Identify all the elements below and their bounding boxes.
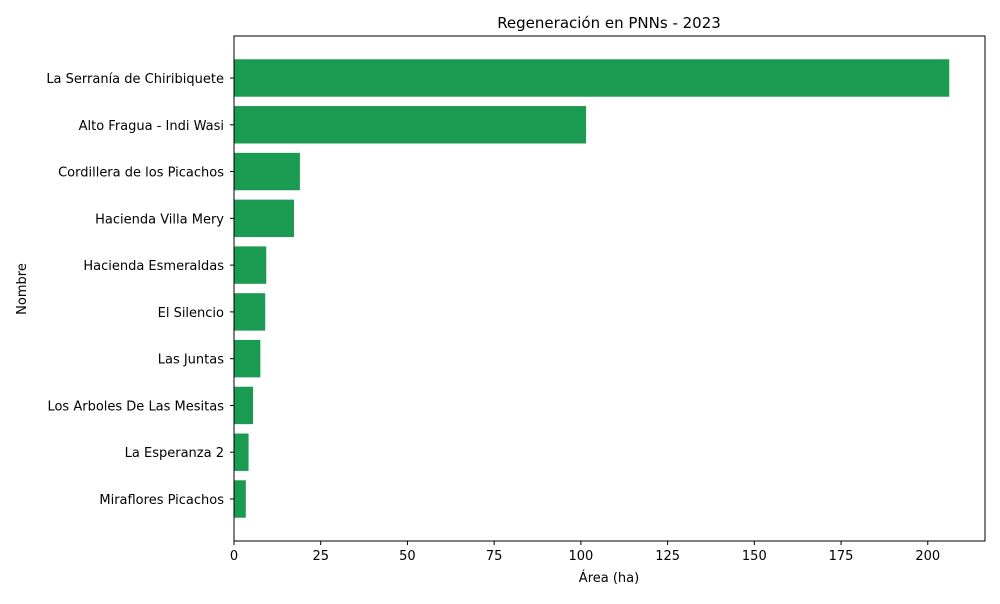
bar (234, 480, 246, 518)
plot-frame (233, 35, 986, 542)
chart-title: Regeneración en PNNs - 2023 (497, 14, 721, 32)
y-ticks-layer: La Serranía de Chiribiquete Alto Fragua -… (46, 72, 234, 508)
bar (234, 433, 249, 471)
bar (234, 246, 267, 284)
bar (234, 386, 254, 425)
bar (234, 199, 295, 238)
y-tick-label: Hacienda Esmeraldas (83, 259, 224, 274)
x-tick-label: 75 (486, 549, 503, 564)
x-tick-label: 150 (742, 549, 767, 564)
y-tick-label: Cordillera de los Picachos (58, 166, 224, 181)
y-tick-label: Miraflores Picachos (99, 493, 224, 508)
bar (234, 339, 261, 378)
x-tick-label: 100 (568, 549, 593, 564)
y-tick-label: Los Arboles De Las Mesitas (47, 399, 224, 414)
bar (234, 293, 266, 331)
bar (234, 106, 587, 144)
bar (234, 152, 300, 191)
x-tick-label: 0 (230, 549, 238, 564)
y-tick-label: El Silencio (158, 306, 224, 321)
x-tick-label: 25 (312, 549, 329, 564)
y-tick-label: La Serranía de Chiribiquete (46, 72, 224, 87)
x-ticks-layer: 0 25 50 75 100 125 150 175 200 (230, 541, 940, 564)
x-tick-label: 125 (655, 549, 680, 564)
y-tick-label: Alto Fragua - Indi Wasi (79, 119, 224, 134)
y-tick-label: La Esperanza 2 (125, 446, 224, 461)
y-tick-label: Hacienda Villa Mery (95, 212, 224, 227)
x-tick-label: 175 (829, 549, 854, 564)
x-tick-label: 200 (915, 549, 940, 564)
bars-layer (234, 59, 950, 518)
x-axis-label: Área (ha) (579, 570, 639, 586)
y-axis-label: Nombre (15, 263, 30, 315)
bar (234, 59, 950, 97)
y-tick-label: Las Juntas (158, 353, 224, 368)
x-tick-label: 50 (399, 549, 416, 564)
